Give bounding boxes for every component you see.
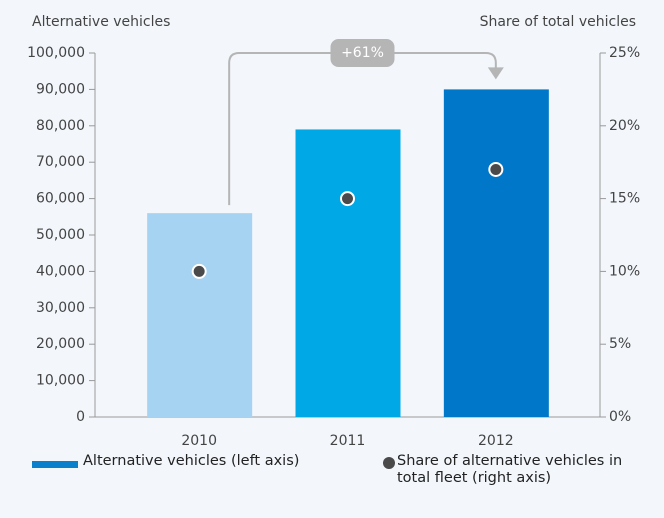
bar <box>295 129 401 417</box>
y-tick-label: 60,000 <box>36 191 85 207</box>
y-axis-label: Alternative vehicles <box>32 14 170 30</box>
y-tick-label: 100,000 <box>27 45 85 61</box>
y-tick-label: 10,000 <box>36 373 85 389</box>
y-tick-label: 30,000 <box>36 300 85 316</box>
y-tick-label: 90,000 <box>36 81 85 97</box>
y-tick-label: 20,000 <box>36 336 85 352</box>
chart: Alternative vehicles Share of total vehi… <box>27 14 640 449</box>
annotation-box <box>330 39 395 67</box>
x-tick-label: 2010 <box>181 433 217 449</box>
y2-tick-label: 20% <box>609 118 640 134</box>
legend-label: Alternative vehicles (left axis) <box>83 453 300 469</box>
y-tick-label: 70,000 <box>36 154 85 170</box>
legend-swatch <box>383 457 395 469</box>
legend-label: Share of alternative vehicles in total f… <box>397 453 623 486</box>
y-tick-label: 40,000 <box>36 263 85 279</box>
point <box>191 263 207 279</box>
y2-axis-label: Share of total vehicles <box>480 14 636 30</box>
legend-item: Alternative vehicles (left axis) <box>0 453 363 470</box>
y-tick-label: 80,000 <box>36 118 85 134</box>
annotation: +61% <box>341 45 384 61</box>
y2-tick-label: 10% <box>609 263 640 279</box>
point <box>340 191 355 207</box>
annotation-arrowhead <box>487 67 504 80</box>
x-tick-label: 2011 <box>330 433 366 449</box>
bar <box>443 89 549 418</box>
legend-swatch <box>32 461 78 468</box>
x-tick-label: 2012 <box>478 433 514 449</box>
y2-tick-label: 25% <box>609 45 640 61</box>
bar <box>147 213 253 417</box>
legend-item: Share of alternative vehicles in total f… <box>383 453 652 487</box>
y-tick-label: 0 <box>76 409 85 425</box>
y-tick-label: 50,000 <box>36 227 85 243</box>
point <box>488 161 504 177</box>
y2-tick-label: 15% <box>609 191 640 207</box>
y2-tick-label: 0% <box>609 409 631 425</box>
y2-tick-label: 5% <box>609 336 631 352</box>
